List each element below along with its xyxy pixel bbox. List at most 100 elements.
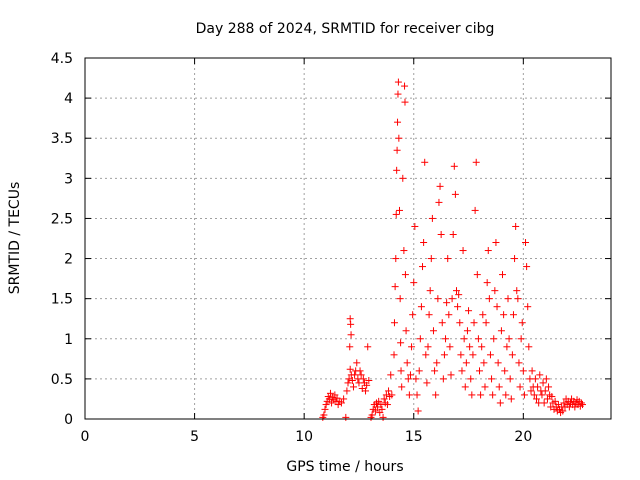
y-axis-label: SRMTID / TECUs bbox=[7, 182, 23, 295]
data-point bbox=[518, 319, 526, 327]
data-point bbox=[435, 198, 443, 206]
data-point bbox=[347, 320, 355, 328]
data-point bbox=[486, 351, 494, 359]
data-point bbox=[322, 401, 330, 409]
data-point bbox=[476, 367, 483, 375]
data-point bbox=[505, 335, 513, 343]
data-point bbox=[543, 395, 551, 403]
data-point bbox=[321, 405, 329, 413]
data-point bbox=[409, 311, 417, 319]
data-point bbox=[347, 331, 355, 339]
y-tick-label: 0 bbox=[64, 412, 73, 428]
data-point bbox=[385, 387, 393, 395]
data-point bbox=[392, 255, 400, 263]
data-point bbox=[459, 247, 467, 255]
data-point bbox=[410, 279, 418, 287]
data-point bbox=[460, 335, 468, 343]
data-point bbox=[451, 190, 459, 198]
data-point bbox=[334, 401, 342, 409]
data-point bbox=[494, 359, 502, 367]
y-tick-label: 1.5 bbox=[51, 292, 73, 308]
data-point bbox=[524, 303, 532, 311]
data-point bbox=[456, 319, 464, 327]
data-point bbox=[448, 295, 456, 303]
data-point bbox=[515, 359, 523, 367]
data-point bbox=[394, 90, 402, 98]
data-point bbox=[503, 343, 511, 351]
data-point bbox=[396, 206, 404, 214]
grid-lines bbox=[85, 58, 611, 419]
data-point bbox=[483, 279, 491, 287]
data-point bbox=[346, 343, 354, 351]
data-point bbox=[442, 335, 450, 343]
data-point bbox=[421, 158, 429, 166]
data-point bbox=[488, 375, 496, 383]
data-point bbox=[497, 327, 505, 335]
data-point bbox=[506, 375, 514, 383]
data-point bbox=[380, 395, 388, 403]
data-point bbox=[393, 146, 401, 154]
data-points bbox=[319, 78, 587, 421]
data-point bbox=[400, 247, 408, 255]
data-point bbox=[438, 319, 446, 327]
data-point bbox=[449, 230, 457, 238]
data-point bbox=[439, 375, 447, 383]
data-point bbox=[461, 383, 469, 391]
data-point bbox=[455, 291, 463, 299]
data-point bbox=[478, 343, 486, 351]
data-point bbox=[559, 407, 567, 415]
data-point bbox=[545, 383, 553, 391]
data-point bbox=[481, 383, 489, 391]
data-point bbox=[390, 319, 398, 327]
data-point bbox=[397, 339, 405, 347]
data-point bbox=[351, 371, 359, 379]
data-point bbox=[403, 359, 411, 367]
data-point bbox=[523, 263, 531, 271]
data-point bbox=[447, 371, 455, 379]
data-point bbox=[541, 387, 549, 395]
data-point bbox=[454, 303, 462, 311]
data-point bbox=[504, 295, 512, 303]
y-tick-label: 4 bbox=[64, 91, 73, 107]
data-point bbox=[415, 367, 423, 375]
data-point bbox=[479, 311, 487, 319]
data-point bbox=[405, 391, 413, 399]
data-point bbox=[343, 387, 351, 395]
data-point bbox=[436, 182, 444, 190]
data-point bbox=[423, 379, 431, 387]
data-point bbox=[579, 401, 587, 409]
y-tick-label: 4.5 bbox=[51, 51, 73, 67]
data-point bbox=[393, 166, 401, 174]
data-point bbox=[344, 379, 352, 387]
data-point bbox=[425, 311, 433, 319]
data-point bbox=[433, 359, 441, 367]
data-point bbox=[416, 335, 424, 343]
data-point bbox=[542, 375, 550, 383]
data-point bbox=[391, 283, 399, 291]
data-point bbox=[420, 239, 428, 247]
data-point bbox=[422, 351, 430, 359]
x-tick-label: 15 bbox=[405, 429, 423, 445]
data-point bbox=[496, 399, 504, 407]
data-point bbox=[473, 271, 481, 279]
data-point bbox=[457, 351, 465, 359]
data-point bbox=[388, 391, 396, 399]
data-point bbox=[365, 376, 373, 384]
data-point bbox=[501, 367, 509, 375]
data-point bbox=[450, 162, 458, 170]
data-point bbox=[500, 311, 508, 319]
data-point bbox=[402, 327, 410, 335]
data-point bbox=[534, 383, 542, 391]
data-point bbox=[531, 375, 539, 383]
x-tick-label: 20 bbox=[514, 429, 532, 445]
data-point bbox=[511, 255, 519, 263]
data-point bbox=[345, 375, 353, 383]
data-point bbox=[520, 391, 528, 399]
data-point bbox=[509, 311, 517, 319]
data-point bbox=[514, 295, 522, 303]
data-point bbox=[437, 230, 445, 238]
data-point bbox=[508, 351, 516, 359]
data-point bbox=[465, 307, 473, 315]
data-point bbox=[357, 371, 365, 379]
data-point bbox=[348, 376, 356, 384]
